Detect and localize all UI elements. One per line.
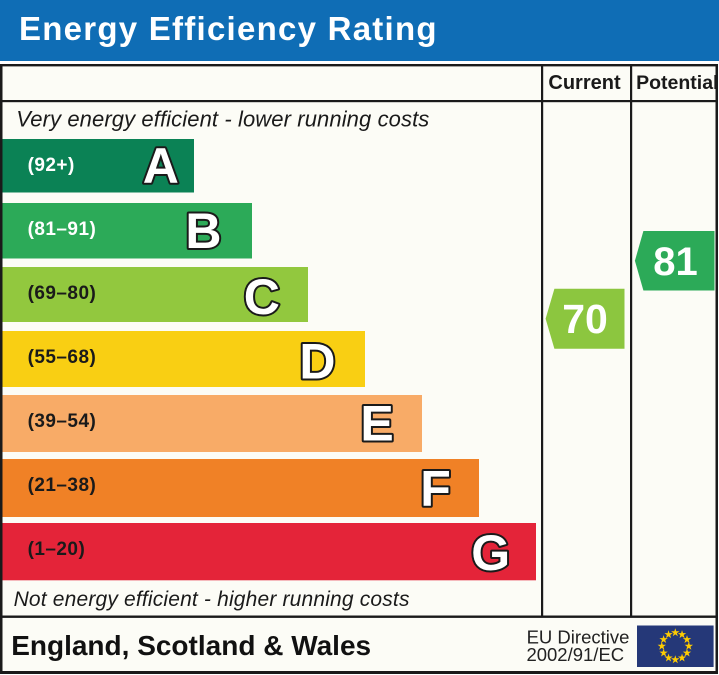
svg-text:Energy Efficiency Rating: Energy Efficiency Rating: [19, 10, 438, 47]
svg-text:81: 81: [653, 240, 698, 284]
svg-text:(1–20): (1–20): [28, 539, 86, 560]
svg-text:(92+): (92+): [28, 155, 75, 176]
svg-text:E: E: [360, 396, 393, 452]
svg-text:Current: Current: [548, 72, 621, 94]
svg-text:70: 70: [562, 296, 608, 342]
svg-text:A: A: [143, 138, 179, 194]
svg-text:Not energy efficient - higher: Not energy efficient - higher running co…: [14, 588, 410, 611]
svg-text:Potential: Potential: [636, 72, 718, 94]
svg-text:Very energy efficient - lower: Very energy efficient - lower running co…: [16, 106, 429, 131]
svg-text:(39–54): (39–54): [28, 411, 97, 432]
svg-text:C: C: [244, 269, 280, 325]
svg-text:(69–80): (69–80): [28, 283, 97, 304]
svg-text:B: B: [185, 203, 221, 259]
svg-text:2002/91/EC: 2002/91/EC: [526, 644, 624, 665]
svg-text:F: F: [420, 461, 451, 517]
svg-text:(21–38): (21–38): [28, 475, 97, 496]
svg-text:England, Scotland & Wales: England, Scotland & Wales: [11, 630, 371, 661]
svg-text:EU Directive: EU Directive: [527, 626, 630, 647]
svg-text:(81–91): (81–91): [28, 219, 97, 240]
svg-text:(55–68): (55–68): [28, 347, 97, 368]
svg-text:G: G: [471, 525, 510, 581]
svg-text:D: D: [299, 334, 335, 390]
